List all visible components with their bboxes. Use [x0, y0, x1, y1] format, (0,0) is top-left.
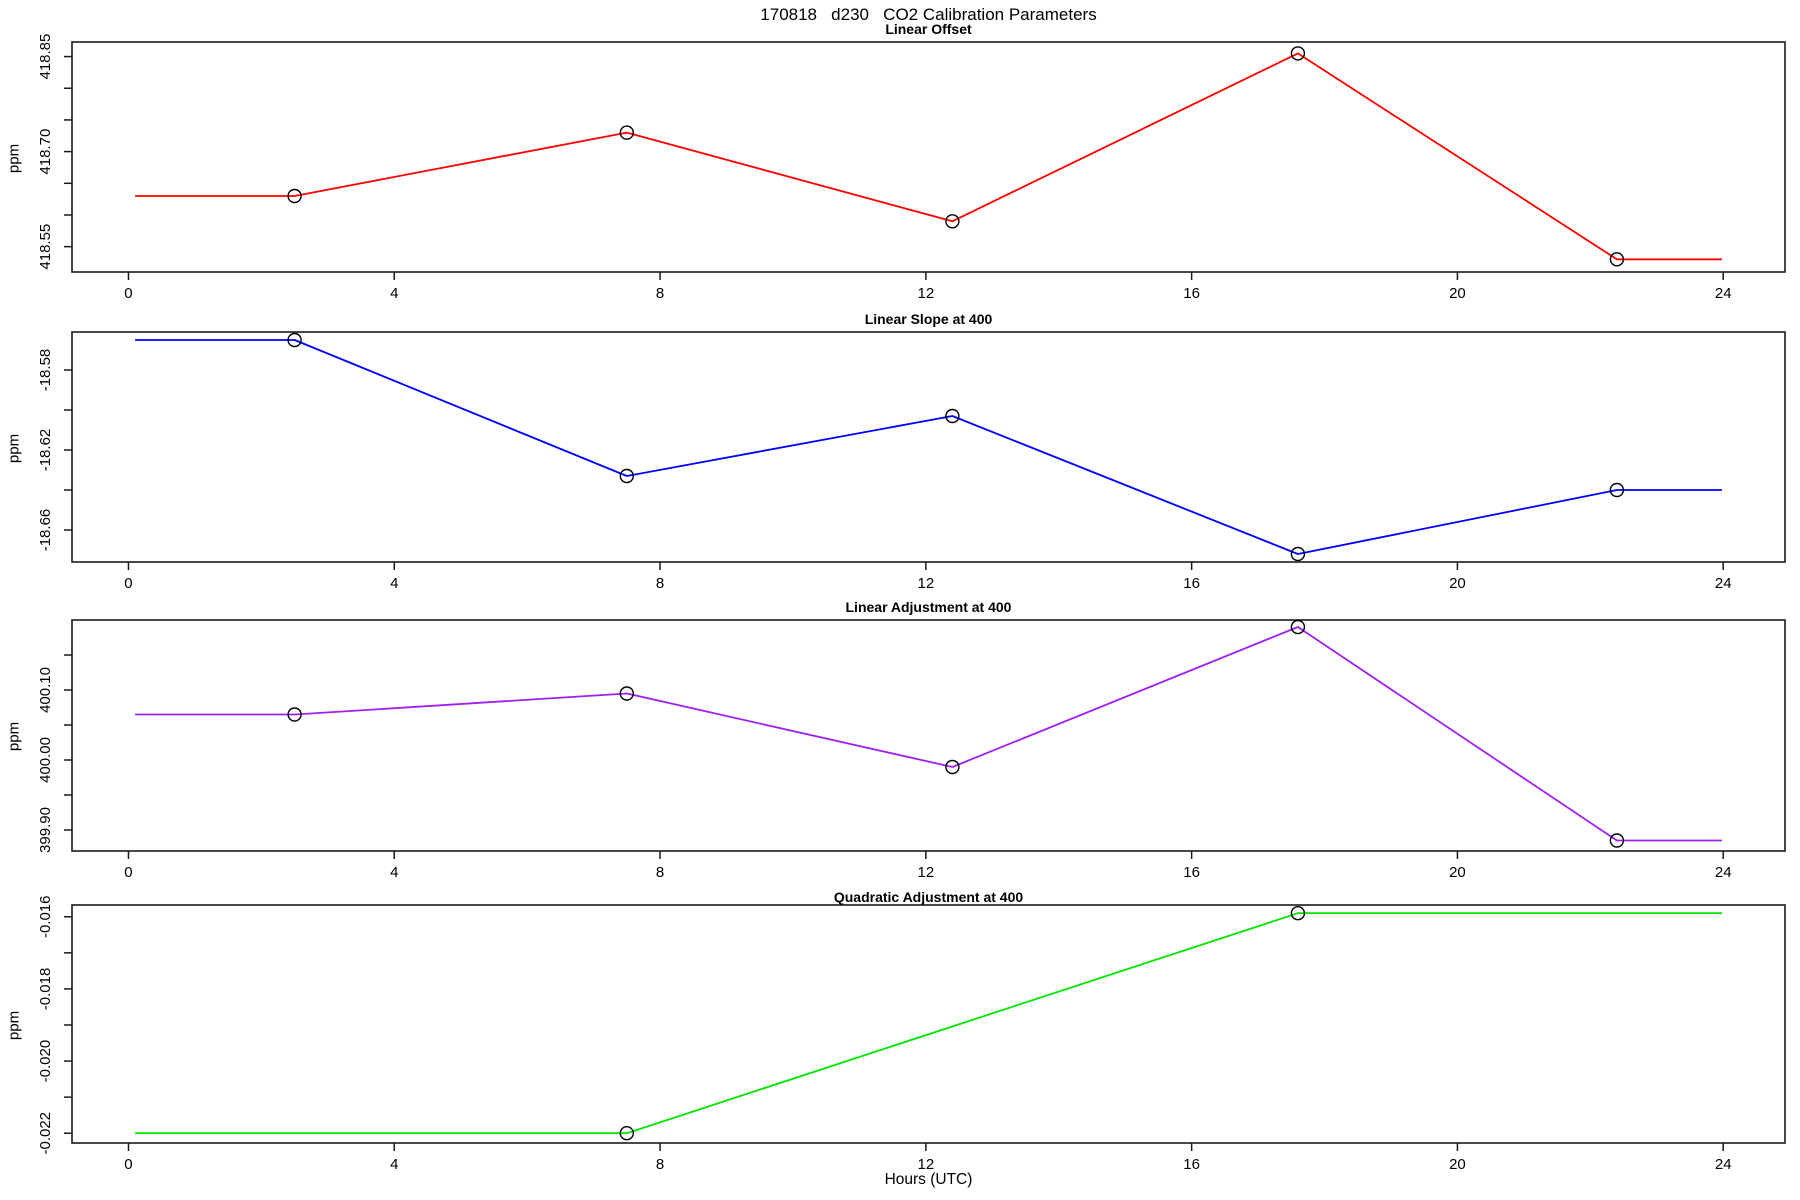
data-point-marker: [1609, 833, 1625, 848]
series-line: [135, 339, 1722, 555]
x-tick-label: 20: [1449, 1156, 1466, 1173]
y-tick-label: -18.66: [37, 509, 54, 552]
x-tick-label: 8: [656, 575, 664, 592]
data-point-marker: [619, 468, 634, 484]
y-tick-label: 418.85: [37, 34, 54, 80]
x-tick-label: 24: [1715, 1156, 1732, 1173]
panel-3-linear-adjustment-plot: 399.90 400.00 400.10 0 4 8 12 16 20 24: [37, 619, 1786, 881]
x-tick-label: 8: [656, 864, 664, 881]
data-point-marker: [619, 686, 634, 701]
data-point-marker: [619, 1125, 634, 1141]
x-tick-label: 24: [1715, 575, 1732, 592]
panel-1-title: Linear Offset: [885, 21, 972, 37]
panel-2-title: Linear Slope at 400: [864, 311, 993, 327]
data-point-marker: [287, 188, 302, 204]
y-tick-label: -0.018: [37, 968, 54, 1011]
panel-4-quadratic-adjustment-plot: -0.022 -0.020 -0.018 -0.016 0 4 8 12 16 20 24: [37, 895, 1786, 1173]
panel-4-title: Quadratic Adjustment at 400: [833, 889, 1024, 905]
y-tick-label: 418.70: [37, 129, 54, 175]
x-tick-label: 8: [656, 285, 664, 302]
data-point-marker: [945, 408, 960, 424]
x-tick-label: 12: [917, 575, 934, 592]
x-tick-label: 0: [124, 575, 132, 592]
y-tick-label: -18.58: [37, 349, 54, 392]
x-tick-label: 0: [124, 1156, 132, 1173]
data-point-marker: [1290, 619, 1306, 635]
y-tick-label: 399.90: [37, 807, 54, 853]
x-tick-label: 24: [1715, 285, 1732, 302]
data-point-marker: [287, 707, 302, 722]
y-tick-label: -18.62: [37, 429, 54, 472]
plot-border: [71, 904, 1786, 1144]
data-point-marker: [1609, 252, 1625, 267]
panel-2-linear-slope-plot: -18.66 -18.62 -18.58 0 4 8 12 16 20 24: [37, 331, 1786, 592]
y-tick-label: 400.00: [37, 737, 54, 783]
x-tick-label: 4: [390, 1156, 398, 1173]
y-tick-label: -0.020: [37, 1040, 54, 1083]
x-tick-label: 16: [1183, 285, 1200, 302]
series-line: [135, 52, 1722, 261]
series-line: [135, 912, 1722, 1135]
x-tick-label: 4: [390, 864, 398, 881]
data-point-marker: [619, 125, 634, 140]
plot-border: [71, 619, 1786, 852]
data-point-marker: [1290, 546, 1306, 562]
x-tick-label: 16: [1183, 864, 1200, 881]
x-tick-label: 20: [1449, 864, 1466, 881]
plot-border: [71, 41, 1786, 273]
x-tick-label: 24: [1715, 864, 1732, 881]
data-point-marker: [287, 332, 302, 348]
figure-title: 170818 d230 CO2 Calibration Parameters: [760, 5, 1097, 24]
y-tick-label: -0.022: [37, 1112, 54, 1155]
y-tick-label: 400.10: [37, 667, 54, 713]
x-tick-label: 12: [917, 1156, 934, 1173]
x-axis-label: Hours (UTC): [884, 1171, 973, 1188]
x-tick-label: 20: [1449, 285, 1466, 302]
plot-border: [71, 331, 1786, 563]
x-tick-label: 4: [390, 285, 398, 302]
series-line: [135, 626, 1722, 842]
y-tick-label: 418.55: [37, 224, 54, 270]
x-tick-label: 12: [917, 864, 934, 881]
x-tick-label: 20: [1449, 575, 1466, 592]
panel-3-title: Linear Adjustment at 400: [845, 599, 1012, 615]
x-tick-label: 12: [917, 285, 934, 302]
x-tick-label: 0: [124, 285, 132, 302]
x-tick-label: 16: [1183, 1156, 1200, 1173]
x-tick-label: 4: [390, 575, 398, 592]
panel-1-linear-offset-plot: 418.55 418.70 418.85 0 4 8 12 16 20 24: [37, 34, 1786, 302]
x-tick-label: 16: [1183, 575, 1200, 592]
data-point-marker: [945, 214, 960, 229]
x-tick-label: 8: [656, 1156, 664, 1173]
x-tick-label: 0: [124, 864, 132, 881]
data-point-marker: [945, 759, 960, 775]
y-tick-label: -0.016: [37, 895, 54, 938]
data-point-marker: [1609, 482, 1625, 498]
data-point-marker: [1290, 46, 1306, 61]
data-point-marker: [1290, 906, 1306, 921]
